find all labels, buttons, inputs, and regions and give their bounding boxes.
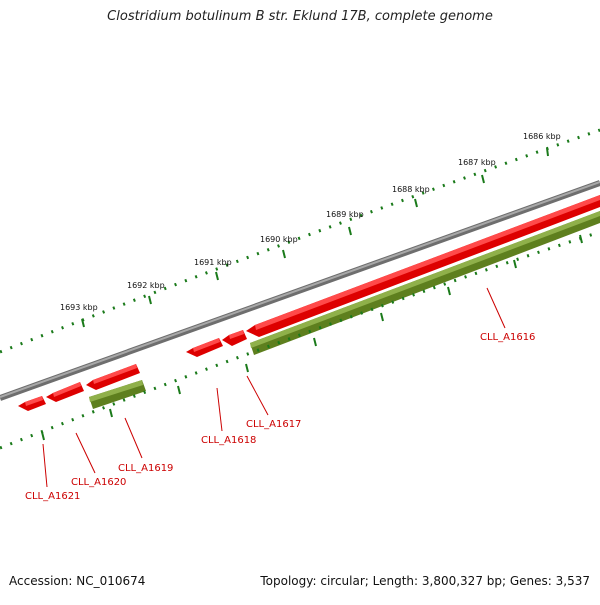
scale-label: 1693 kbp bbox=[60, 303, 98, 312]
gene-label[interactable]: CLL_A1621 bbox=[25, 491, 80, 502]
major-tick bbox=[148, 295, 152, 305]
major-tick bbox=[81, 318, 85, 328]
outer-scale: 1686 kbp 1687 kbp 1688 kbp 1689 kbp 1690… bbox=[0, 128, 600, 354]
major-tick bbox=[513, 259, 517, 269]
scale-label: 1688 kbp bbox=[392, 185, 430, 194]
leader-line bbox=[124, 417, 143, 459]
leader-line bbox=[246, 375, 269, 416]
major-tick bbox=[41, 431, 45, 441]
gene-track bbox=[89, 211, 600, 409]
backbone bbox=[0, 180, 600, 401]
leader-line bbox=[42, 443, 48, 488]
inner-scale bbox=[0, 230, 600, 450]
scale-label: 1690 kbp bbox=[260, 235, 298, 244]
leader-line bbox=[486, 287, 506, 329]
gene-label[interactable]: CLL_A1618 bbox=[201, 435, 256, 446]
leader-line bbox=[216, 387, 223, 432]
cds-track bbox=[18, 195, 600, 411]
map-title: Clostridium botulinum B str. Eklund 17B,… bbox=[107, 9, 493, 24]
scale-label: 1689 kbp bbox=[326, 210, 364, 219]
major-tick bbox=[348, 226, 352, 236]
scale-label: 1686 kbp bbox=[523, 132, 561, 141]
major-tick bbox=[546, 147, 549, 157]
scale-label: 1692 kbp bbox=[127, 281, 165, 290]
genome-stats-text: Topology: circular; Length: 3,800,327 bp… bbox=[260, 574, 590, 588]
accession-text: Accession: NC_010674 bbox=[9, 574, 146, 588]
gene-label[interactable]: CLL_A1619 bbox=[118, 463, 173, 474]
major-tick bbox=[109, 408, 113, 418]
major-tick bbox=[313, 337, 317, 347]
gene-label[interactable]: CLL_A1620 bbox=[71, 477, 126, 488]
scale-label: 1691 kbp bbox=[194, 258, 232, 267]
major-tick bbox=[215, 271, 219, 281]
major-tick bbox=[447, 286, 451, 296]
gene-label[interactable]: CLL_A1616 bbox=[480, 332, 535, 343]
leader-line bbox=[75, 432, 96, 474]
major-tick bbox=[380, 312, 384, 322]
major-tick bbox=[245, 363, 249, 373]
inner-tick-row bbox=[0, 230, 600, 450]
major-tick bbox=[481, 174, 485, 184]
gene-label[interactable]: CLL_A1617 bbox=[246, 419, 301, 430]
gene-labels: CLL_A1616 CLL_A1617 CLL_A1618 CLL_A1619 … bbox=[25, 287, 535, 502]
major-tick bbox=[282, 249, 286, 259]
major-tick bbox=[579, 234, 583, 244]
major-tick bbox=[414, 198, 418, 208]
major-tick bbox=[177, 385, 181, 395]
outer-tick-row bbox=[0, 128, 600, 354]
scale-label: 1687 kbp bbox=[458, 158, 496, 167]
